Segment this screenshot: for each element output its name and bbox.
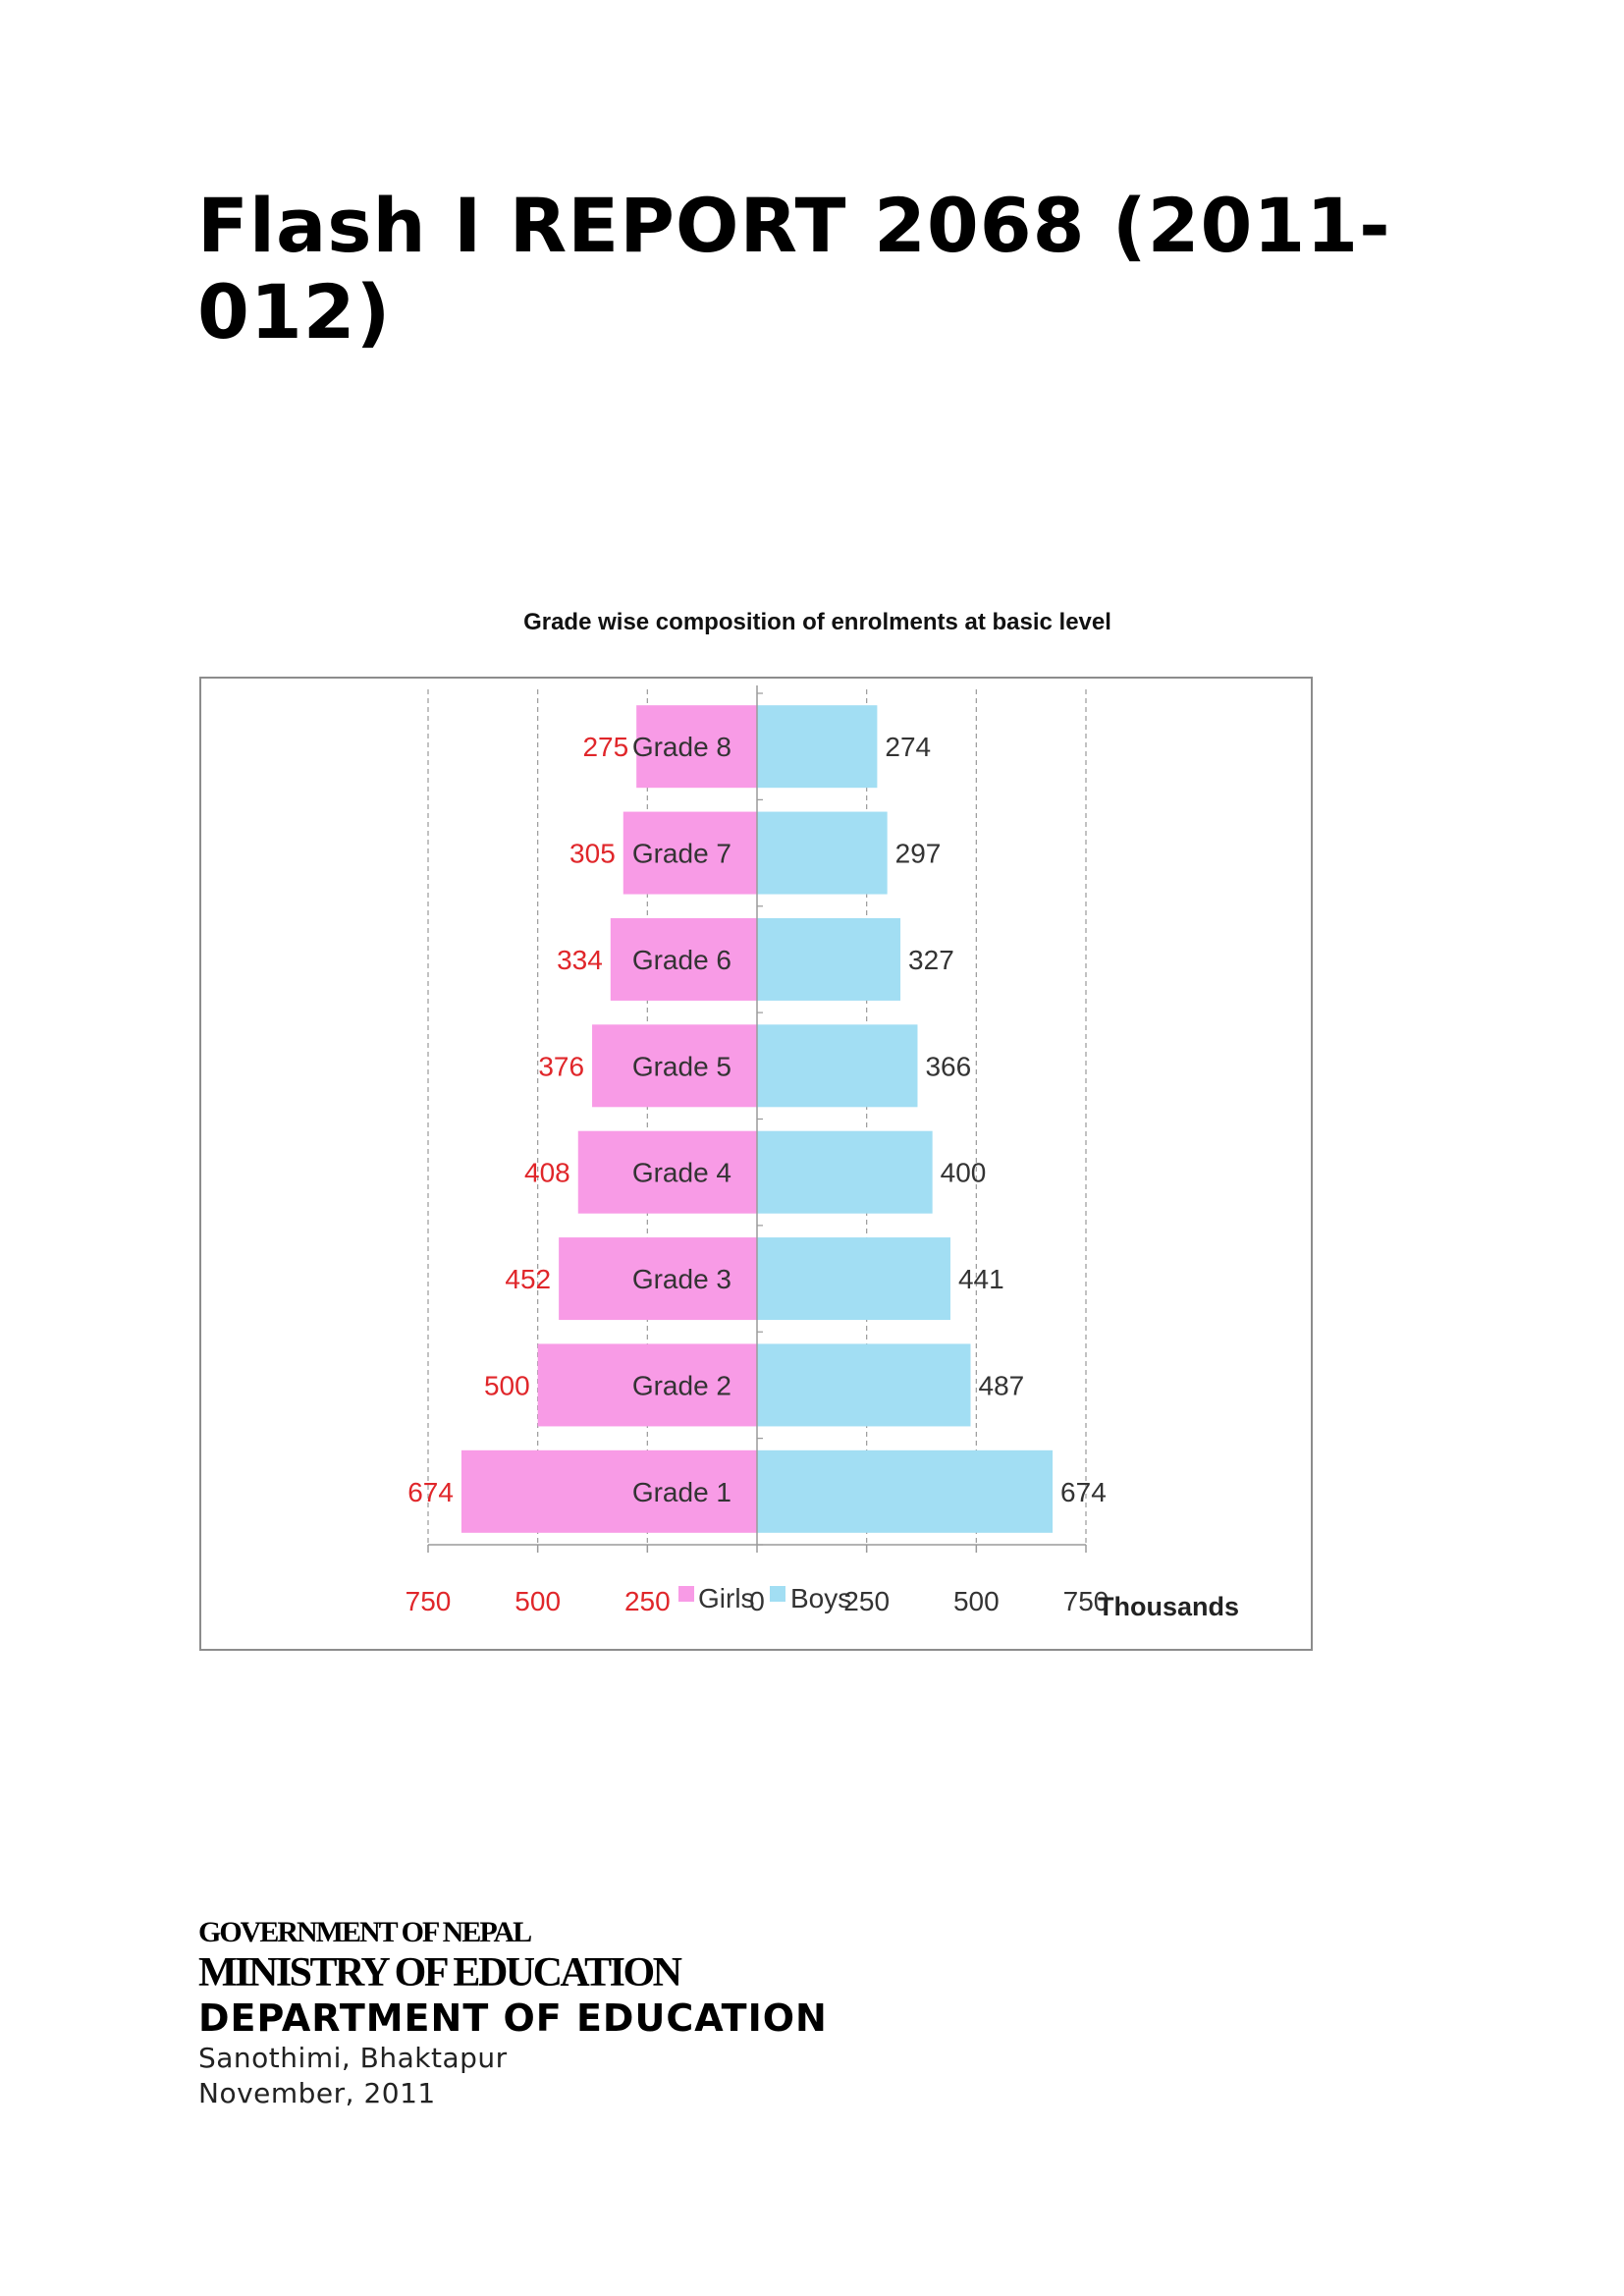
category-label: Grade 2 — [632, 1370, 731, 1400]
girls-bar — [610, 917, 757, 1001]
boys-data-label: 297 — [895, 839, 942, 869]
ministry-name: MINISTRY OF EDUCATION — [198, 1950, 682, 1995]
report-title: Flash I REPORT 2068 (2011-012) — [197, 182, 1391, 355]
legend-label-girls: Girls — [698, 1583, 755, 1613]
x-tick-label: 0 — [749, 1586, 765, 1616]
category-label: Grade 7 — [632, 839, 731, 869]
chart-title: Grade wise composition of enrolments at … — [523, 609, 1111, 635]
girls-data-label: 408 — [524, 1158, 570, 1188]
boys-bar — [757, 1024, 918, 1108]
x-tick-label: 250 — [843, 1586, 890, 1616]
boys-data-label: 441 — [958, 1264, 1004, 1294]
girls-data-label: 305 — [569, 839, 616, 869]
boys-bar — [757, 1130, 933, 1214]
boys-bar — [757, 917, 901, 1001]
department-name: DEPARTMENT OF EDUCATION — [198, 1996, 828, 2040]
boys-data-label: 674 — [1060, 1477, 1107, 1507]
boys-bar — [757, 1449, 1054, 1533]
girls-bar — [592, 1024, 757, 1108]
x-tick-label: 250 — [624, 1586, 671, 1616]
government-name: GOVERNMENT OF NEPAL — [198, 1916, 532, 1948]
legend-swatch-girls — [678, 1586, 694, 1602]
boys-data-label: 400 — [941, 1158, 987, 1188]
x-tick-label: 750 — [1063, 1586, 1110, 1616]
boys-data-label: 366 — [925, 1051, 971, 1081]
category-label: Grade 4 — [632, 1158, 731, 1188]
category-label: Grade 6 — [632, 945, 731, 975]
x-tick-label: 500 — [514, 1586, 561, 1616]
girls-bar — [577, 1130, 757, 1214]
girls-bar — [636, 705, 757, 789]
girls-bar — [623, 811, 757, 895]
category-label: Grade 1 — [632, 1477, 731, 1507]
girls-data-label: 452 — [505, 1264, 551, 1294]
category-label: Grade 8 — [632, 732, 731, 762]
publication-date: November, 2011 — [198, 2077, 436, 2109]
girls-data-label: 376 — [538, 1051, 584, 1081]
girls-bar — [559, 1237, 757, 1321]
girls-bar — [460, 1449, 757, 1533]
x-tick-label: 500 — [953, 1586, 1000, 1616]
girls-data-label: 275 — [582, 732, 628, 762]
publisher-block: GOVERNMENT OF NEPAL MINISTRY OF EDUCATIO… — [198, 1915, 828, 2111]
publisher-location: Sanothimi, Bhaktapur — [198, 2042, 508, 2074]
boys-data-label: 487 — [979, 1370, 1025, 1400]
legend-label-boys: Boys — [790, 1583, 851, 1613]
girls-bar — [537, 1343, 757, 1427]
x-tick-label: 750 — [406, 1586, 452, 1616]
category-label: Grade 3 — [632, 1264, 731, 1294]
category-label: Grade 5 — [632, 1051, 731, 1081]
boys-data-label: 327 — [908, 945, 954, 975]
legend-swatch-boys — [770, 1586, 785, 1602]
boys-bar — [757, 705, 878, 789]
girls-data-label: 334 — [557, 945, 603, 975]
boys-bar — [757, 1237, 950, 1321]
boys-bar — [757, 1343, 971, 1427]
boys-bar — [757, 811, 888, 895]
boys-data-label: 274 — [885, 732, 931, 762]
x-unit-label: Thousands — [1098, 1592, 1239, 1621]
girls-data-label: 500 — [484, 1370, 530, 1400]
girls-data-label: 674 — [407, 1477, 454, 1507]
